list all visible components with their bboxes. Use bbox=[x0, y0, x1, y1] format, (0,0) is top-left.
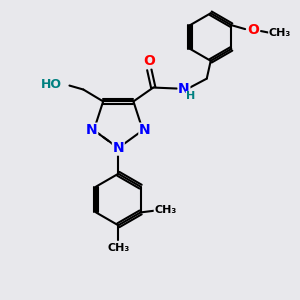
Text: HO: HO bbox=[40, 78, 61, 91]
Text: CH₃: CH₃ bbox=[154, 206, 176, 215]
Text: CH₃: CH₃ bbox=[107, 243, 129, 253]
Text: O: O bbox=[143, 54, 155, 68]
Text: N: N bbox=[139, 123, 151, 137]
Text: N: N bbox=[112, 141, 124, 155]
Text: N: N bbox=[178, 82, 190, 95]
Text: CH₃: CH₃ bbox=[269, 28, 291, 38]
Text: O: O bbox=[247, 23, 259, 37]
Text: H: H bbox=[186, 92, 196, 101]
Text: N: N bbox=[86, 123, 98, 137]
